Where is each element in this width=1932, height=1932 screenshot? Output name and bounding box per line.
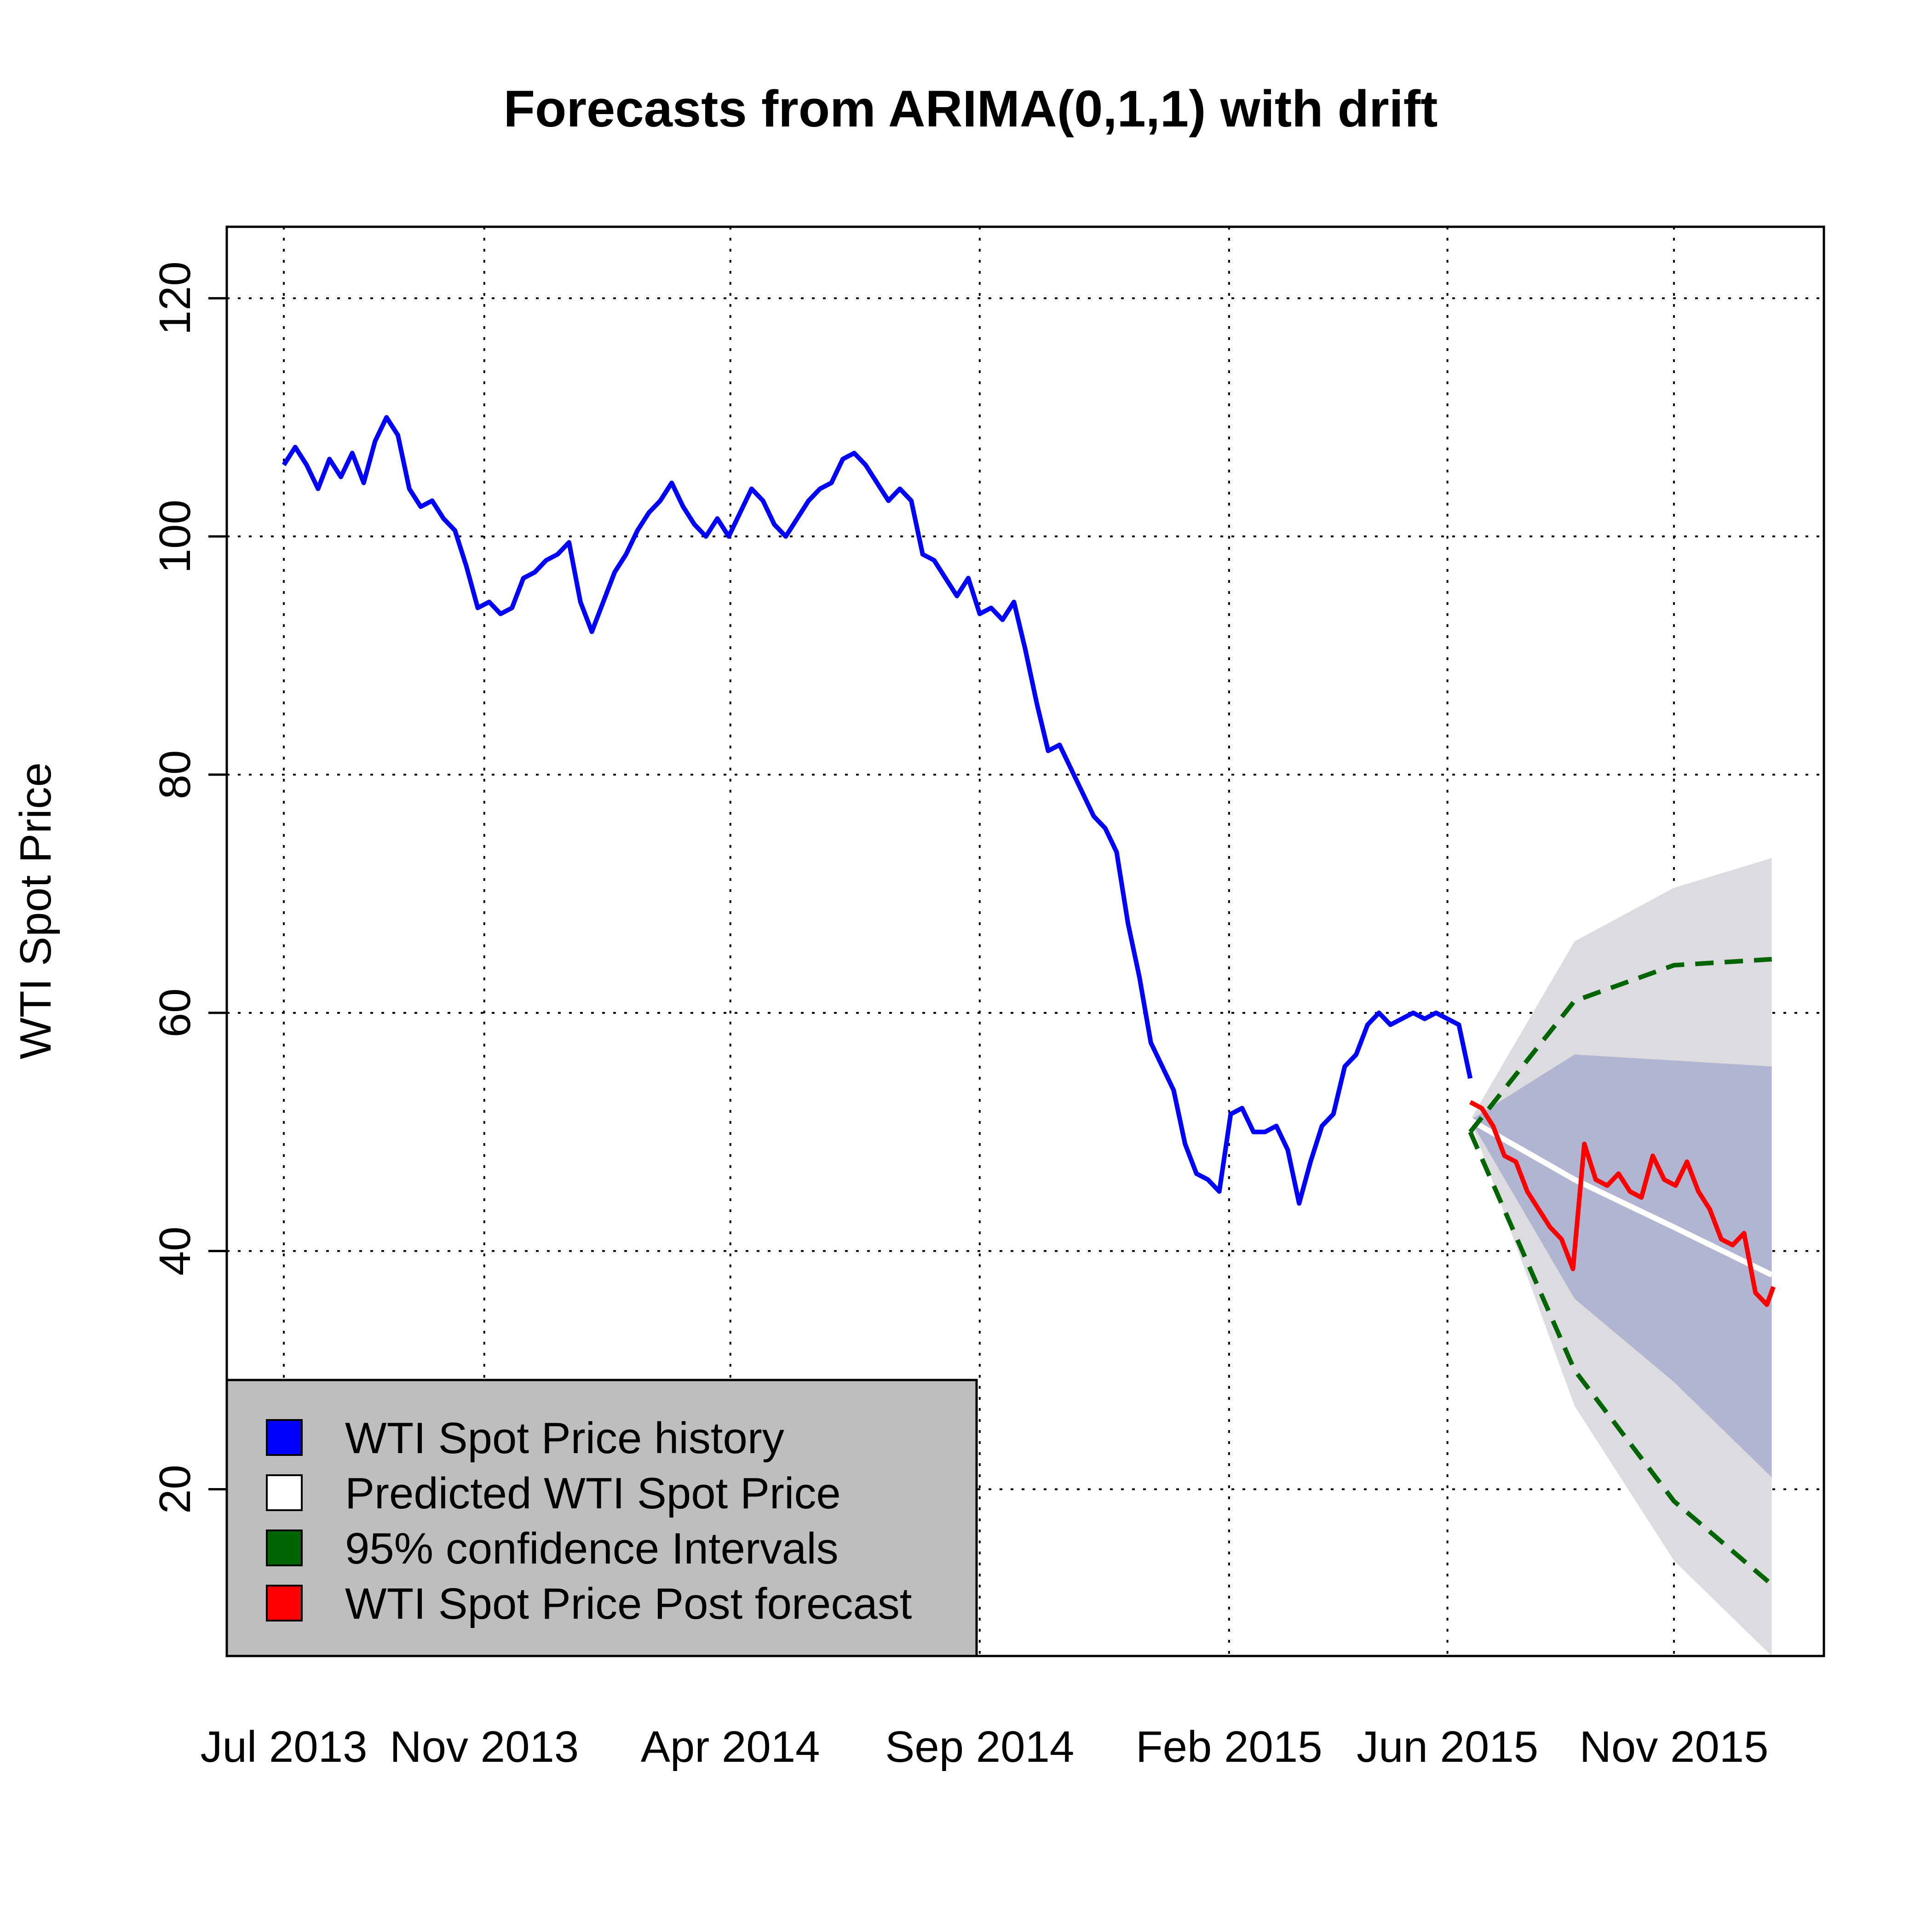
ci95-lower-line xyxy=(1468,1131,1773,1587)
y-axis-label: WTI Spot Price xyxy=(11,762,60,1059)
y-tick-label: 100 xyxy=(150,500,200,573)
legend-label: 95% confidence Intervals xyxy=(345,1524,839,1573)
y-tick-label: 120 xyxy=(150,261,200,335)
x-tick-label: Apr 2014 xyxy=(641,1722,820,1771)
legend-label: Predicted WTI Spot Price xyxy=(345,1469,841,1518)
x-tick-label: Nov 2013 xyxy=(390,1722,579,1771)
y-tick-label: 20 xyxy=(150,1465,200,1514)
x-tick-label: Sep 2014 xyxy=(885,1722,1074,1771)
legend-label: WTI Spot Price Post forecast xyxy=(345,1579,912,1628)
legend-swatch xyxy=(266,1585,303,1622)
plot-area xyxy=(282,415,1776,1656)
y-axis: 20 40 60 80 100 120 xyxy=(150,261,227,1514)
x-axis: Jul 2013 Nov 2013 Apr 2014 Sep 2014 Feb 2015… xyxy=(201,1722,1769,1771)
x-tick-label: Nov 2015 xyxy=(1580,1722,1769,1771)
x-tick-label: Jul 2013 xyxy=(201,1722,368,1771)
ci95-upper-line xyxy=(1468,957,1772,1133)
legend-swatch xyxy=(266,1530,303,1566)
plot-frame xyxy=(225,225,1825,1657)
y-tick-label: 80 xyxy=(150,750,200,799)
legend-box xyxy=(225,1379,978,1657)
predicted-line xyxy=(1469,1117,1773,1277)
history-line xyxy=(282,415,1473,1206)
legend: WTI Spot Price history Predicted WTI Spot… xyxy=(225,1379,978,1657)
y-tick-label: 40 xyxy=(150,1226,200,1276)
y-tick-label: 60 xyxy=(150,988,200,1037)
legend-label: WTI Spot Price history xyxy=(345,1414,784,1463)
legend-swatch xyxy=(266,1474,303,1511)
x-tick-label: Jun 2015 xyxy=(1357,1722,1538,1771)
chart-title: Forecasts from ARIMA(0,1,1) with drift xyxy=(504,80,1438,138)
post-forecast-line xyxy=(1469,1100,1776,1307)
x-tick-label: Feb 2015 xyxy=(1136,1722,1322,1771)
legend-swatch xyxy=(266,1419,303,1456)
